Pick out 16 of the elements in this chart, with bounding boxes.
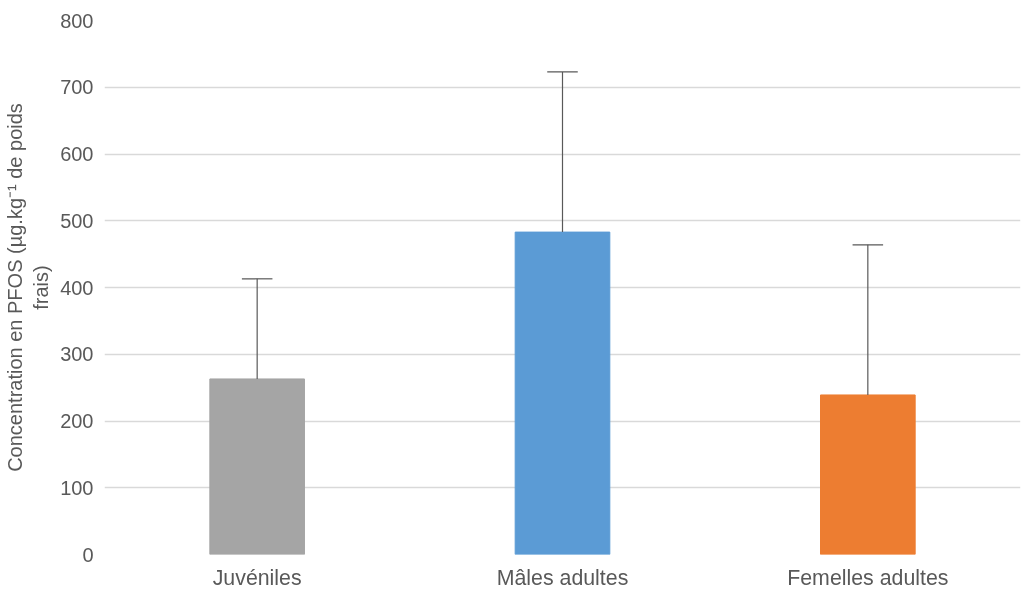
y-tick-label: 600 xyxy=(60,143,94,165)
y-tick-label: 300 xyxy=(60,343,94,366)
y-tick-label: 800 xyxy=(60,9,94,32)
bar xyxy=(820,394,916,555)
y-axis-title: Concentration en PFOS (µg.kg⁻¹ de poids frais) xyxy=(3,103,53,472)
bar xyxy=(514,231,611,555)
x-tick-label: Mâles adultes xyxy=(496,565,629,590)
y-tick-label: 100 xyxy=(60,476,94,499)
y-tick-label: 500 xyxy=(60,209,94,232)
x-tick-label: Femelles adultes xyxy=(787,565,949,590)
y-tick-label: 400 xyxy=(60,276,94,299)
bar xyxy=(209,378,305,555)
y-tick-label: 700 xyxy=(60,76,94,99)
x-tick-label: Juvéniles xyxy=(212,565,302,590)
y-tick-label: 0 xyxy=(82,543,94,566)
y-tick-label: 200 xyxy=(60,410,94,432)
